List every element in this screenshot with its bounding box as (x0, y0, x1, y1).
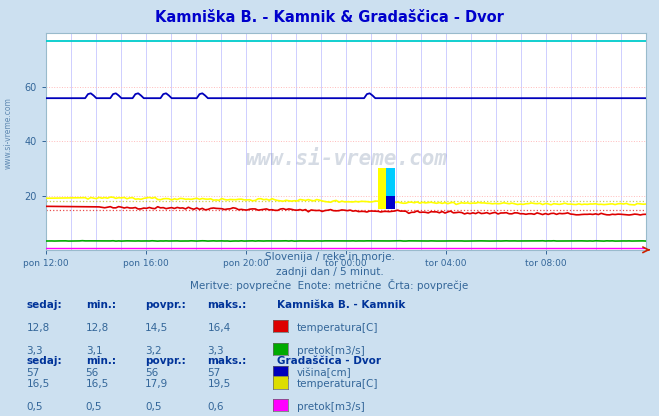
Text: 0,6: 0,6 (208, 402, 224, 412)
Bar (378, 168, 395, 209)
Text: Kamniška B. - Kamnik & Gradaščica - Dvor: Kamniška B. - Kamnik & Gradaščica - Dvor (155, 10, 504, 25)
Text: 3,3: 3,3 (26, 346, 43, 356)
Text: 17,9: 17,9 (145, 379, 168, 389)
Text: 56: 56 (86, 369, 99, 379)
Text: 0,5: 0,5 (26, 402, 43, 412)
Text: temperatura[C]: temperatura[C] (297, 323, 378, 333)
Text: 12,8: 12,8 (86, 323, 109, 333)
Text: 12,8: 12,8 (26, 323, 49, 333)
Text: 14,5: 14,5 (145, 323, 168, 333)
Text: maks.:: maks.: (208, 356, 247, 366)
Text: maks.:: maks.: (208, 300, 247, 310)
Text: 57: 57 (26, 369, 40, 379)
Text: pretok[m3/s]: pretok[m3/s] (297, 402, 364, 412)
Text: 16,5: 16,5 (86, 379, 109, 389)
Text: zadnji dan / 5 minut.: zadnji dan / 5 minut. (275, 267, 384, 277)
Text: 19,5: 19,5 (208, 379, 231, 389)
Text: 0,5: 0,5 (145, 402, 161, 412)
Text: Kamniška B. - Kamnik: Kamniška B. - Kamnik (277, 300, 405, 310)
Text: povpr.:: povpr.: (145, 300, 186, 310)
Text: 16,5: 16,5 (26, 379, 49, 389)
Text: 3,1: 3,1 (86, 346, 102, 356)
Text: 3,3: 3,3 (208, 346, 224, 356)
Text: Meritve: povprečne  Enote: metrične  Črta: povprečje: Meritve: povprečne Enote: metrične Črta:… (190, 279, 469, 291)
Text: 3,2: 3,2 (145, 346, 161, 356)
Text: sedaj:: sedaj: (26, 356, 62, 366)
Text: min.:: min.: (86, 300, 116, 310)
Text: min.:: min.: (86, 356, 116, 366)
Text: www.si-vreme.com: www.si-vreme.com (245, 149, 447, 169)
Text: 57: 57 (208, 369, 221, 379)
Text: povpr.:: povpr.: (145, 356, 186, 366)
Text: 16,4: 16,4 (208, 323, 231, 333)
Bar (386, 196, 395, 209)
Text: 0,5: 0,5 (86, 402, 102, 412)
Text: višina[cm]: višina[cm] (297, 368, 351, 379)
Text: www.si-vreme.com: www.si-vreme.com (3, 97, 13, 169)
Text: 56: 56 (145, 369, 158, 379)
Bar (386, 168, 395, 196)
Text: temperatura[C]: temperatura[C] (297, 379, 378, 389)
Text: Gradaščica - Dvor: Gradaščica - Dvor (277, 356, 381, 366)
Text: pretok[m3/s]: pretok[m3/s] (297, 346, 364, 356)
Text: Slovenija / reke in morje.: Slovenija / reke in morje. (264, 252, 395, 262)
Text: sedaj:: sedaj: (26, 300, 62, 310)
